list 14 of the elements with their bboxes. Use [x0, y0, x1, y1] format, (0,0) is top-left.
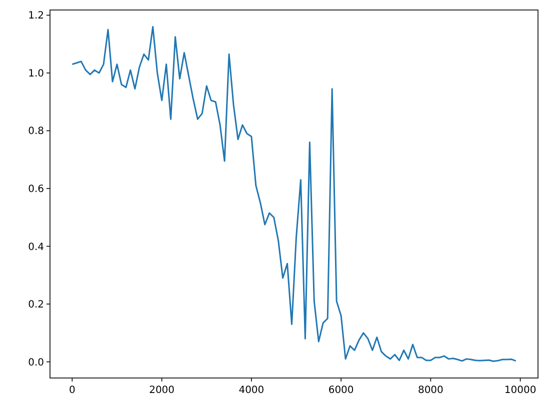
x-tick-label: 6000 [328, 385, 354, 396]
y-tick-label: 0.6 [28, 184, 44, 196]
y-tick-label: 1.2 [28, 10, 44, 22]
x-tick-label: 8000 [418, 385, 444, 396]
y-tick-label: 0.2 [28, 300, 44, 311]
x-tick-label: 4000 [238, 385, 264, 396]
line-series [71, 26, 517, 362]
y-tick-label: 0.8 [28, 126, 44, 138]
x-tick-label: 0 [68, 385, 76, 396]
x-tick-label: 2000 [149, 385, 175, 396]
y-tick-label: 0.0 [28, 357, 44, 368]
x-tick-label: 10000 [504, 385, 536, 396]
y-tick-label: 0.4 [28, 242, 44, 253]
y-tick-label: 1.0 [28, 68, 44, 80]
